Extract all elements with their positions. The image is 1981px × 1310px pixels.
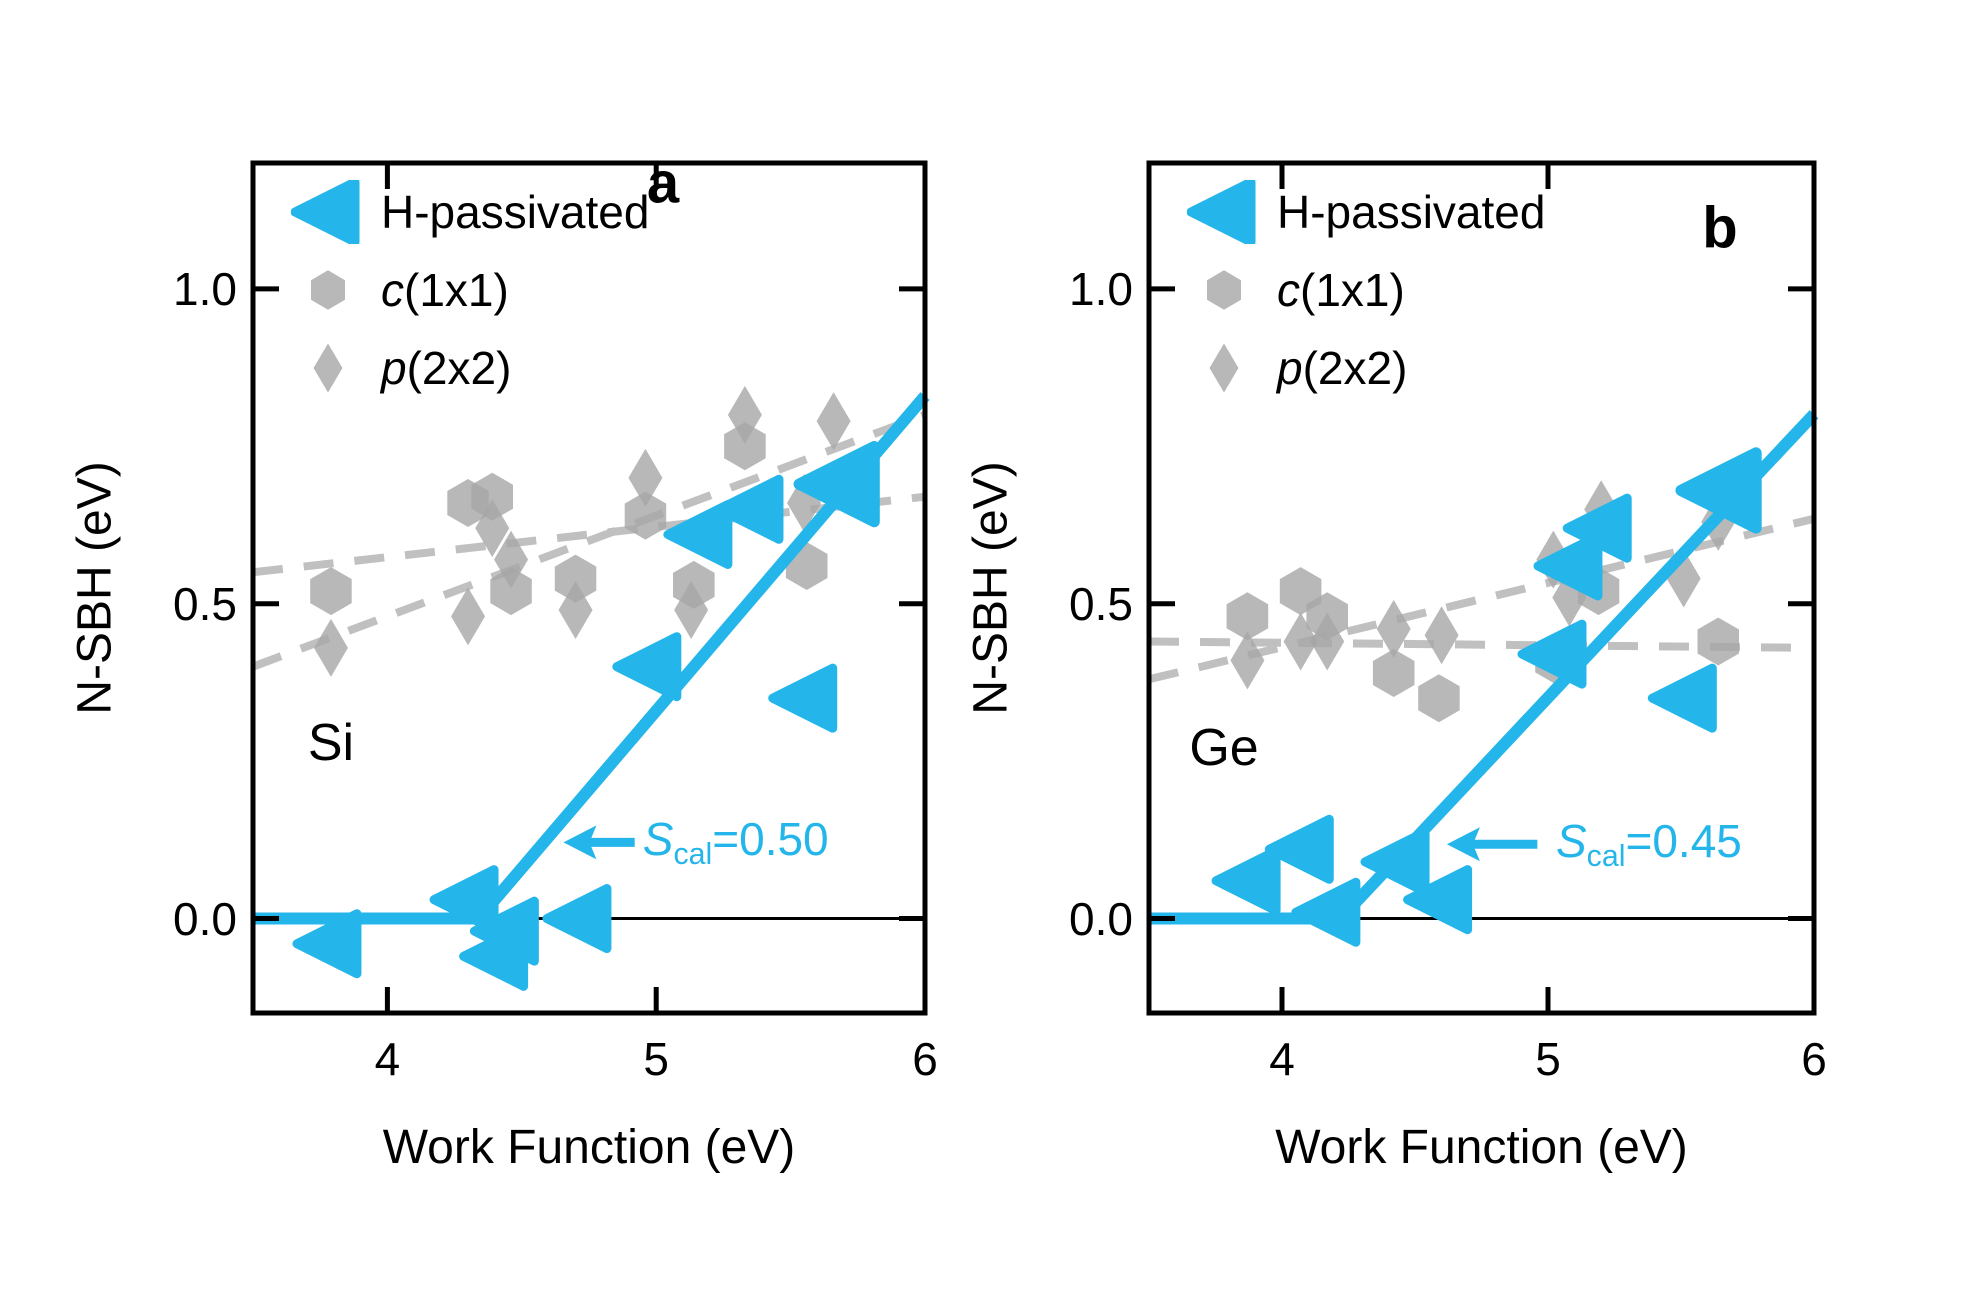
data-point-hexagon xyxy=(1372,649,1415,697)
data-point-diamond xyxy=(451,587,486,646)
data-point-diamond xyxy=(727,385,762,444)
data-point-hexagon xyxy=(1418,674,1460,723)
h-passivated-point xyxy=(1517,619,1587,689)
panel-a xyxy=(250,160,930,1016)
h-passivated-point xyxy=(429,865,499,935)
data-point-diamond xyxy=(1310,612,1345,671)
h-passivated-point xyxy=(1403,865,1473,935)
h-passivated-point xyxy=(1291,877,1361,947)
annotation-arrow-head xyxy=(1446,827,1480,862)
data-point-diamond xyxy=(1283,612,1318,671)
data-point-hexagon xyxy=(624,491,667,540)
data-point-diamond xyxy=(494,530,529,589)
h-passivated-point xyxy=(1264,814,1334,884)
fit-line-p(2x2) xyxy=(251,411,927,671)
annotation-arrow-head xyxy=(563,825,597,860)
h-passivated-point xyxy=(714,474,784,544)
axes-frame xyxy=(250,160,928,1016)
panel-b xyxy=(1146,160,1819,1016)
h-passivated-point xyxy=(469,896,539,966)
data-point-hexagon xyxy=(1226,592,1269,641)
h-passivated-point xyxy=(1562,493,1632,563)
data-point-diamond xyxy=(674,581,709,640)
data-point-hexagon xyxy=(1697,617,1739,666)
h-passivated-point xyxy=(1360,827,1430,897)
data-point-diamond xyxy=(816,392,851,451)
data-point-hexagon xyxy=(310,567,352,616)
data-point-diamond xyxy=(1424,606,1459,665)
data-point-diamond xyxy=(313,618,348,677)
data-point-hexagon xyxy=(724,422,766,471)
h-passivated-point xyxy=(793,440,880,528)
axes-frame xyxy=(1146,160,1817,1016)
fit-line-c(1x1) xyxy=(1148,637,1815,652)
data-point-diamond xyxy=(475,499,510,558)
h-passivated-point xyxy=(612,632,682,702)
data-point-diamond xyxy=(1376,599,1411,658)
data-point-hexagon xyxy=(554,554,597,603)
h-passivated-point xyxy=(768,663,838,733)
fit-line-p(2x2) xyxy=(1148,514,1815,684)
data-point-hexagon xyxy=(490,567,532,616)
h-passivated-point xyxy=(663,499,733,569)
data-point-diamond xyxy=(558,581,593,640)
data-point-diamond xyxy=(628,448,663,507)
data-point-hexagon xyxy=(471,472,513,521)
h-passivated-point xyxy=(1211,846,1281,916)
h-passivated-point xyxy=(1533,531,1603,601)
h-passivated-point xyxy=(542,884,612,954)
data-point-diamond xyxy=(1230,631,1265,690)
h-passivated-point xyxy=(1675,447,1762,534)
h-passivated-point xyxy=(1647,663,1717,733)
h-passivated-point xyxy=(292,909,362,979)
